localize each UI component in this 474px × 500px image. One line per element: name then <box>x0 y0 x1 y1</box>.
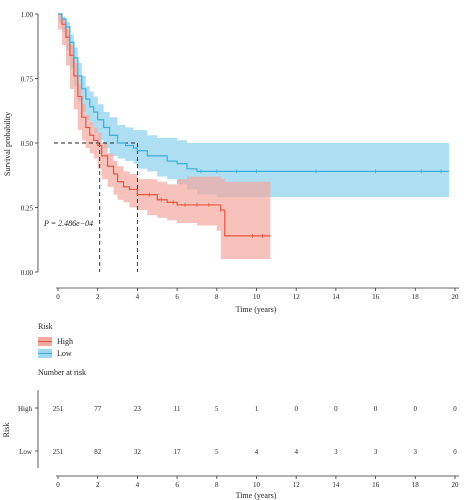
risk-cell-high-0: 251 <box>53 405 64 413</box>
risk-x-tick-label-0: 0 <box>56 481 60 489</box>
risk-x-tick-label-8: 16 <box>372 481 380 489</box>
risk-cell-low-4: 5 <box>215 448 219 456</box>
risk-cell-high-1: 77 <box>94 405 102 413</box>
survival-curves <box>58 13 450 237</box>
risk-cell-high-8: 0 <box>374 405 378 413</box>
legend-item-high: High <box>38 335 73 347</box>
censor-marks <box>148 169 442 238</box>
y-tick-label-4: 1.00 <box>21 11 34 19</box>
x-tick-label-6: 12 <box>293 293 301 301</box>
risk-cell-low-8: 3 <box>374 448 378 456</box>
legend-label-low: Low <box>57 348 72 358</box>
risk-x-tick-label-2: 4 <box>136 481 140 489</box>
x-tick-label-9: 18 <box>412 293 420 301</box>
risk-table-ylabel: Risk <box>2 423 11 438</box>
p-value-annotation: P = 2.486e−04 <box>43 219 93 228</box>
risk-x-tick-label-10: 20 <box>452 481 460 489</box>
x-tick-label-2: 4 <box>136 293 140 301</box>
legend-swatch-low <box>38 348 52 358</box>
legend-item-low: Low <box>38 347 73 359</box>
x-tick-label-8: 16 <box>372 293 380 301</box>
x-tick-label-5: 10 <box>253 293 261 301</box>
risk-cell-low-10: 0 <box>453 448 457 456</box>
y-tick-label-2: 0.50 <box>21 140 34 148</box>
risk-cell-high-9: 0 <box>414 405 418 413</box>
risk-cell-high-5: 1 <box>255 405 259 413</box>
y-tick-label-3: 0.75 <box>21 76 34 84</box>
legend-title: Risk <box>38 322 53 331</box>
risk-cell-high-4: 5 <box>215 405 219 413</box>
x-tick-label-7: 14 <box>332 293 340 301</box>
risk-cell-high-2: 23 <box>134 405 142 413</box>
risk-cell-low-9: 3 <box>414 448 418 456</box>
y-tick-label-0: 0.00 <box>21 269 34 277</box>
risk-x-tick-label-5: 10 <box>253 481 261 489</box>
risk-cell-low-0: 251 <box>53 448 64 456</box>
confidence-bands <box>58 14 450 260</box>
x-tick-label-10: 20 <box>452 293 460 301</box>
x-tick-label-4: 8 <box>215 293 219 301</box>
risk-cell-high-3: 11 <box>174 405 181 413</box>
risk-row-label-low: Low <box>19 448 33 456</box>
risk-x-tick-label-3: 6 <box>175 481 179 489</box>
plot-axes: 0.00 0.25 0.50 0.75 1.00 0 2 4 6 8 10 12 14 16 18 20 <box>21 11 459 301</box>
risk-table-xlabel: Time (years) <box>236 491 277 500</box>
risk-table-cells: 251 77 23 11 5 1 0 0 0 0 0 251 82 32 17 5 4 4 3 3 3 0 <box>53 405 458 456</box>
risk-cell-low-6: 4 <box>294 448 298 456</box>
survival-curve-high <box>58 13 271 237</box>
risk-x-tick-label-4: 8 <box>215 481 219 489</box>
risk-cell-low-3: 17 <box>174 448 182 456</box>
x-axis-label: Time (years) <box>236 305 277 314</box>
confidence-band-low <box>58 14 450 198</box>
legend-swatch-high <box>38 336 52 346</box>
survival-curve-low <box>58 13 450 172</box>
risk-cell-high-7: 0 <box>334 405 338 413</box>
x-tick-label-0: 0 <box>56 293 60 301</box>
risk-cell-low-1: 82 <box>94 448 102 456</box>
risk-table-title: Number at risk <box>38 368 86 377</box>
legend-label-high: High <box>57 336 73 346</box>
risk-cell-low-5: 4 <box>255 448 259 456</box>
risk-x-tick-label-9: 18 <box>412 481 420 489</box>
risk-row-label-high: High <box>18 405 33 413</box>
risk-cell-low-7: 3 <box>334 448 338 456</box>
survival-plot: 0.00 0.25 0.50 0.75 1.00 0 2 4 6 8 10 12 14 16 18 20 P … <box>3 11 459 314</box>
y-tick-label-1: 0.25 <box>21 205 34 213</box>
risk-cell-high-10: 0 <box>453 405 457 413</box>
median-survival-lines <box>54 142 138 272</box>
risk-cell-low-2: 32 <box>134 448 142 456</box>
y-axis-label: Survival probability <box>3 112 12 176</box>
risk-cell-high-6: 0 <box>294 405 298 413</box>
x-tick-label-3: 6 <box>175 293 179 301</box>
risk-x-tick-label-7: 14 <box>332 481 340 489</box>
legend: Risk High Low <box>38 322 73 359</box>
risk-x-tick-label-1: 2 <box>96 481 100 489</box>
confidence-band-high <box>58 14 271 260</box>
risk-x-tick-label-6: 12 <box>293 481 301 489</box>
x-tick-label-1: 2 <box>96 293 100 301</box>
